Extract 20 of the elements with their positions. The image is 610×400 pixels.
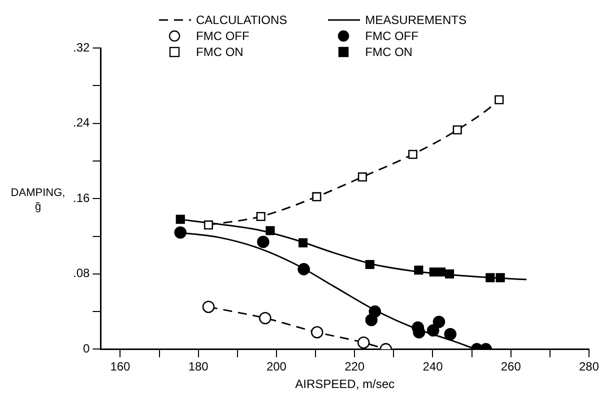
x-tick-label: 240 <box>422 360 444 374</box>
y-tick-label: .08 <box>72 266 90 280</box>
x-tick-label: 200 <box>266 360 287 374</box>
x-tick-label: 280 <box>578 360 600 374</box>
legend-label: FMC OFF <box>196 28 250 42</box>
y-tick-label: .32 <box>72 40 90 54</box>
legend-label: CALCULATIONS <box>196 12 288 26</box>
legend-label: MEASUREMENTS <box>365 12 466 26</box>
x-tick-label: 180 <box>188 360 209 374</box>
x-tick-label: 220 <box>344 360 365 374</box>
x-tick-label: 160 <box>110 360 131 374</box>
legend-label: FMC ON <box>365 44 412 58</box>
x-axis-title: AIRSPEED, m/sec <box>295 377 395 392</box>
x-tick-label: 260 <box>500 360 522 374</box>
y-axis-title: DAMPING, g̃ <box>10 186 66 214</box>
y-tick-label: .24 <box>72 116 90 130</box>
legend-label: FMC OFF <box>365 28 418 42</box>
y-tick-label: .16 <box>72 190 90 205</box>
y-tick-label: 0 <box>82 342 90 356</box>
legend-label: FMC ON <box>196 44 244 58</box>
